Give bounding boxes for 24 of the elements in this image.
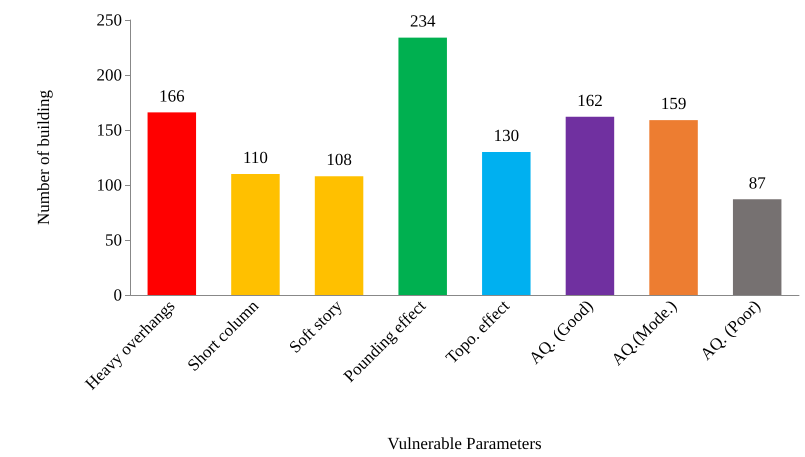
bar xyxy=(398,38,447,295)
bar xyxy=(148,112,196,295)
data-label: 108 xyxy=(326,150,352,170)
y-tick-label: 150 xyxy=(96,120,122,140)
bar xyxy=(314,176,364,295)
bar xyxy=(732,199,782,295)
y-tick-label: 100 xyxy=(96,176,122,194)
data-label: 162 xyxy=(577,90,603,110)
bar xyxy=(482,152,531,295)
y-tick-label: 50 xyxy=(105,230,122,250)
y-tick-label: 250 xyxy=(96,10,122,30)
bar xyxy=(231,174,280,295)
y-tick-label: 0 xyxy=(114,286,122,304)
bar xyxy=(649,120,698,295)
data-label: 234 xyxy=(410,12,436,31)
data-label: 166 xyxy=(159,86,185,106)
x-axis-title: Vulnerable Parameters xyxy=(387,434,542,453)
data-label: 159 xyxy=(660,94,686,114)
bar xyxy=(566,116,614,295)
data-label: 130 xyxy=(494,126,520,145)
data-label: 110 xyxy=(243,148,268,167)
y-tick-label: 200 xyxy=(96,66,122,84)
data-label: 87 xyxy=(748,173,766,192)
y-axis-title: Number of building xyxy=(34,89,53,226)
